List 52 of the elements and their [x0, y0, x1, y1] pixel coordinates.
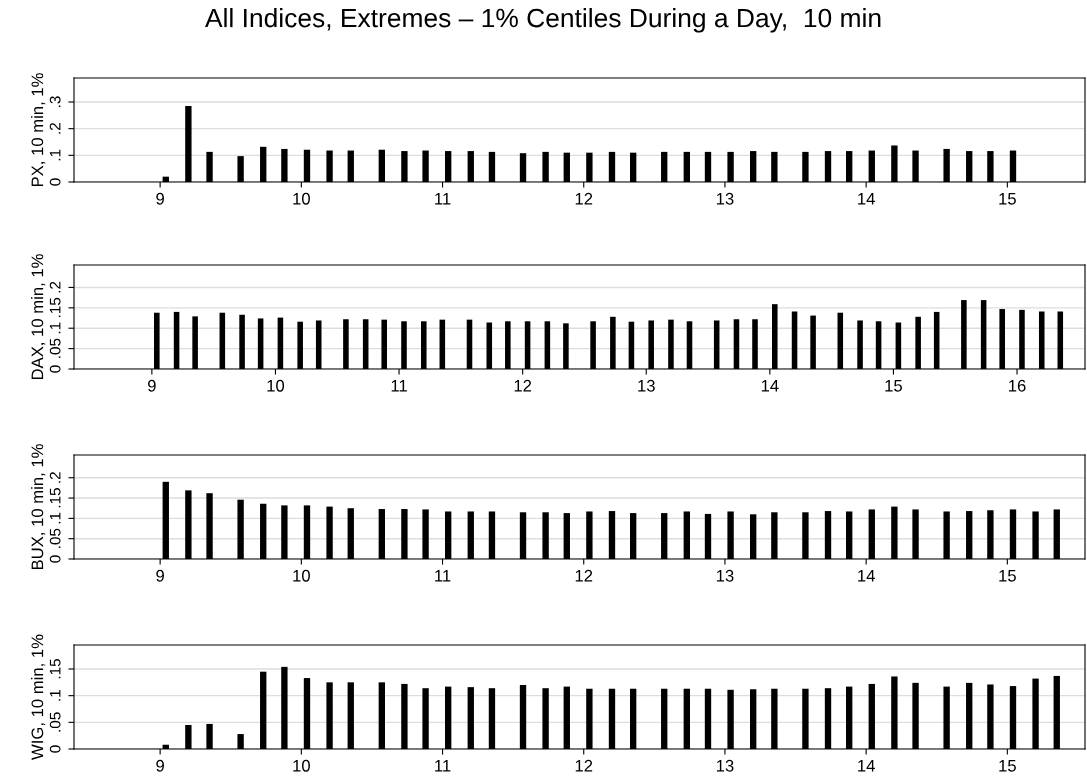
- x-tick-label: 10: [267, 379, 285, 392]
- y-tick-label: 0: [49, 555, 61, 563]
- y-tick-label: .2: [49, 123, 61, 134]
- y-tick-label: .1: [49, 512, 61, 524]
- x-tick-label: 11: [435, 570, 451, 582]
- y-tick-label: .2: [49, 472, 61, 483]
- x-tick-label: 9: [156, 759, 164, 772]
- x-tick-label: 15: [885, 380, 902, 392]
- y-tick-label: .05: [49, 712, 61, 732]
- x-tick-label: 12: [575, 192, 593, 205]
- x-tick-label: 13: [716, 569, 734, 582]
- x-tick-label: 9: [156, 569, 164, 582]
- x-tick-label: 15: [999, 193, 1016, 205]
- y-tick-label: 0: [49, 745, 61, 753]
- x-tick-label: 14: [858, 760, 875, 772]
- y-axis-title: DAX, 10 min, 1%: [31, 254, 46, 380]
- x-tick-label: 15: [999, 760, 1016, 772]
- y-tick-label: 0: [49, 178, 61, 186]
- y-tick-label: .15: [49, 297, 61, 318]
- y-tick-label: 0: [49, 365, 61, 373]
- y-tick-label: .05: [49, 338, 61, 358]
- y-tick-label: .3: [49, 96, 61, 107]
- x-tick-label: 11: [435, 760, 451, 772]
- x-tick-label: 9: [148, 379, 156, 392]
- y-tick-label: .15: [49, 659, 61, 679]
- x-tick-label: 12: [514, 379, 532, 392]
- chart-title: All Indices, Extremes – 1% Centiles During a Day, 10 min: [205, 8, 881, 33]
- x-tick-label: 11: [391, 380, 407, 392]
- x-tick-label: 13: [638, 379, 655, 392]
- x-tick-label: 14: [858, 570, 875, 582]
- y-tick-label: .1: [49, 149, 61, 161]
- x-tick-label: 13: [716, 192, 734, 205]
- x-tick-label: 14: [761, 380, 779, 392]
- x-tick-label: 15: [999, 570, 1016, 582]
- y-axis-title: WIG, 10 min, 1%: [31, 634, 46, 760]
- y-axis-title: BUX, 10 min, 1%: [31, 444, 46, 570]
- x-tick-label: 10: [293, 569, 310, 582]
- y-tick-label: .2: [49, 281, 61, 293]
- x-tick-label: 12: [575, 569, 593, 582]
- y-axis-title: PX, 10 min, 1%: [31, 73, 46, 187]
- x-tick-label: 10: [293, 192, 310, 205]
- x-tick-label: 12: [575, 759, 593, 772]
- x-tick-label: 11: [435, 193, 451, 205]
- x-tick-label: 9: [156, 192, 164, 205]
- y-tick-label: .1: [49, 690, 61, 701]
- x-tick-label: 13: [716, 759, 734, 772]
- y-tick-label: .05: [49, 528, 61, 548]
- x-tick-label: 10: [293, 759, 310, 772]
- y-tick-label: .1: [49, 322, 61, 334]
- x-tick-label: 16: [1009, 379, 1026, 392]
- x-tick-label: 14: [858, 193, 875, 205]
- y-tick-label: .15: [49, 488, 61, 508]
